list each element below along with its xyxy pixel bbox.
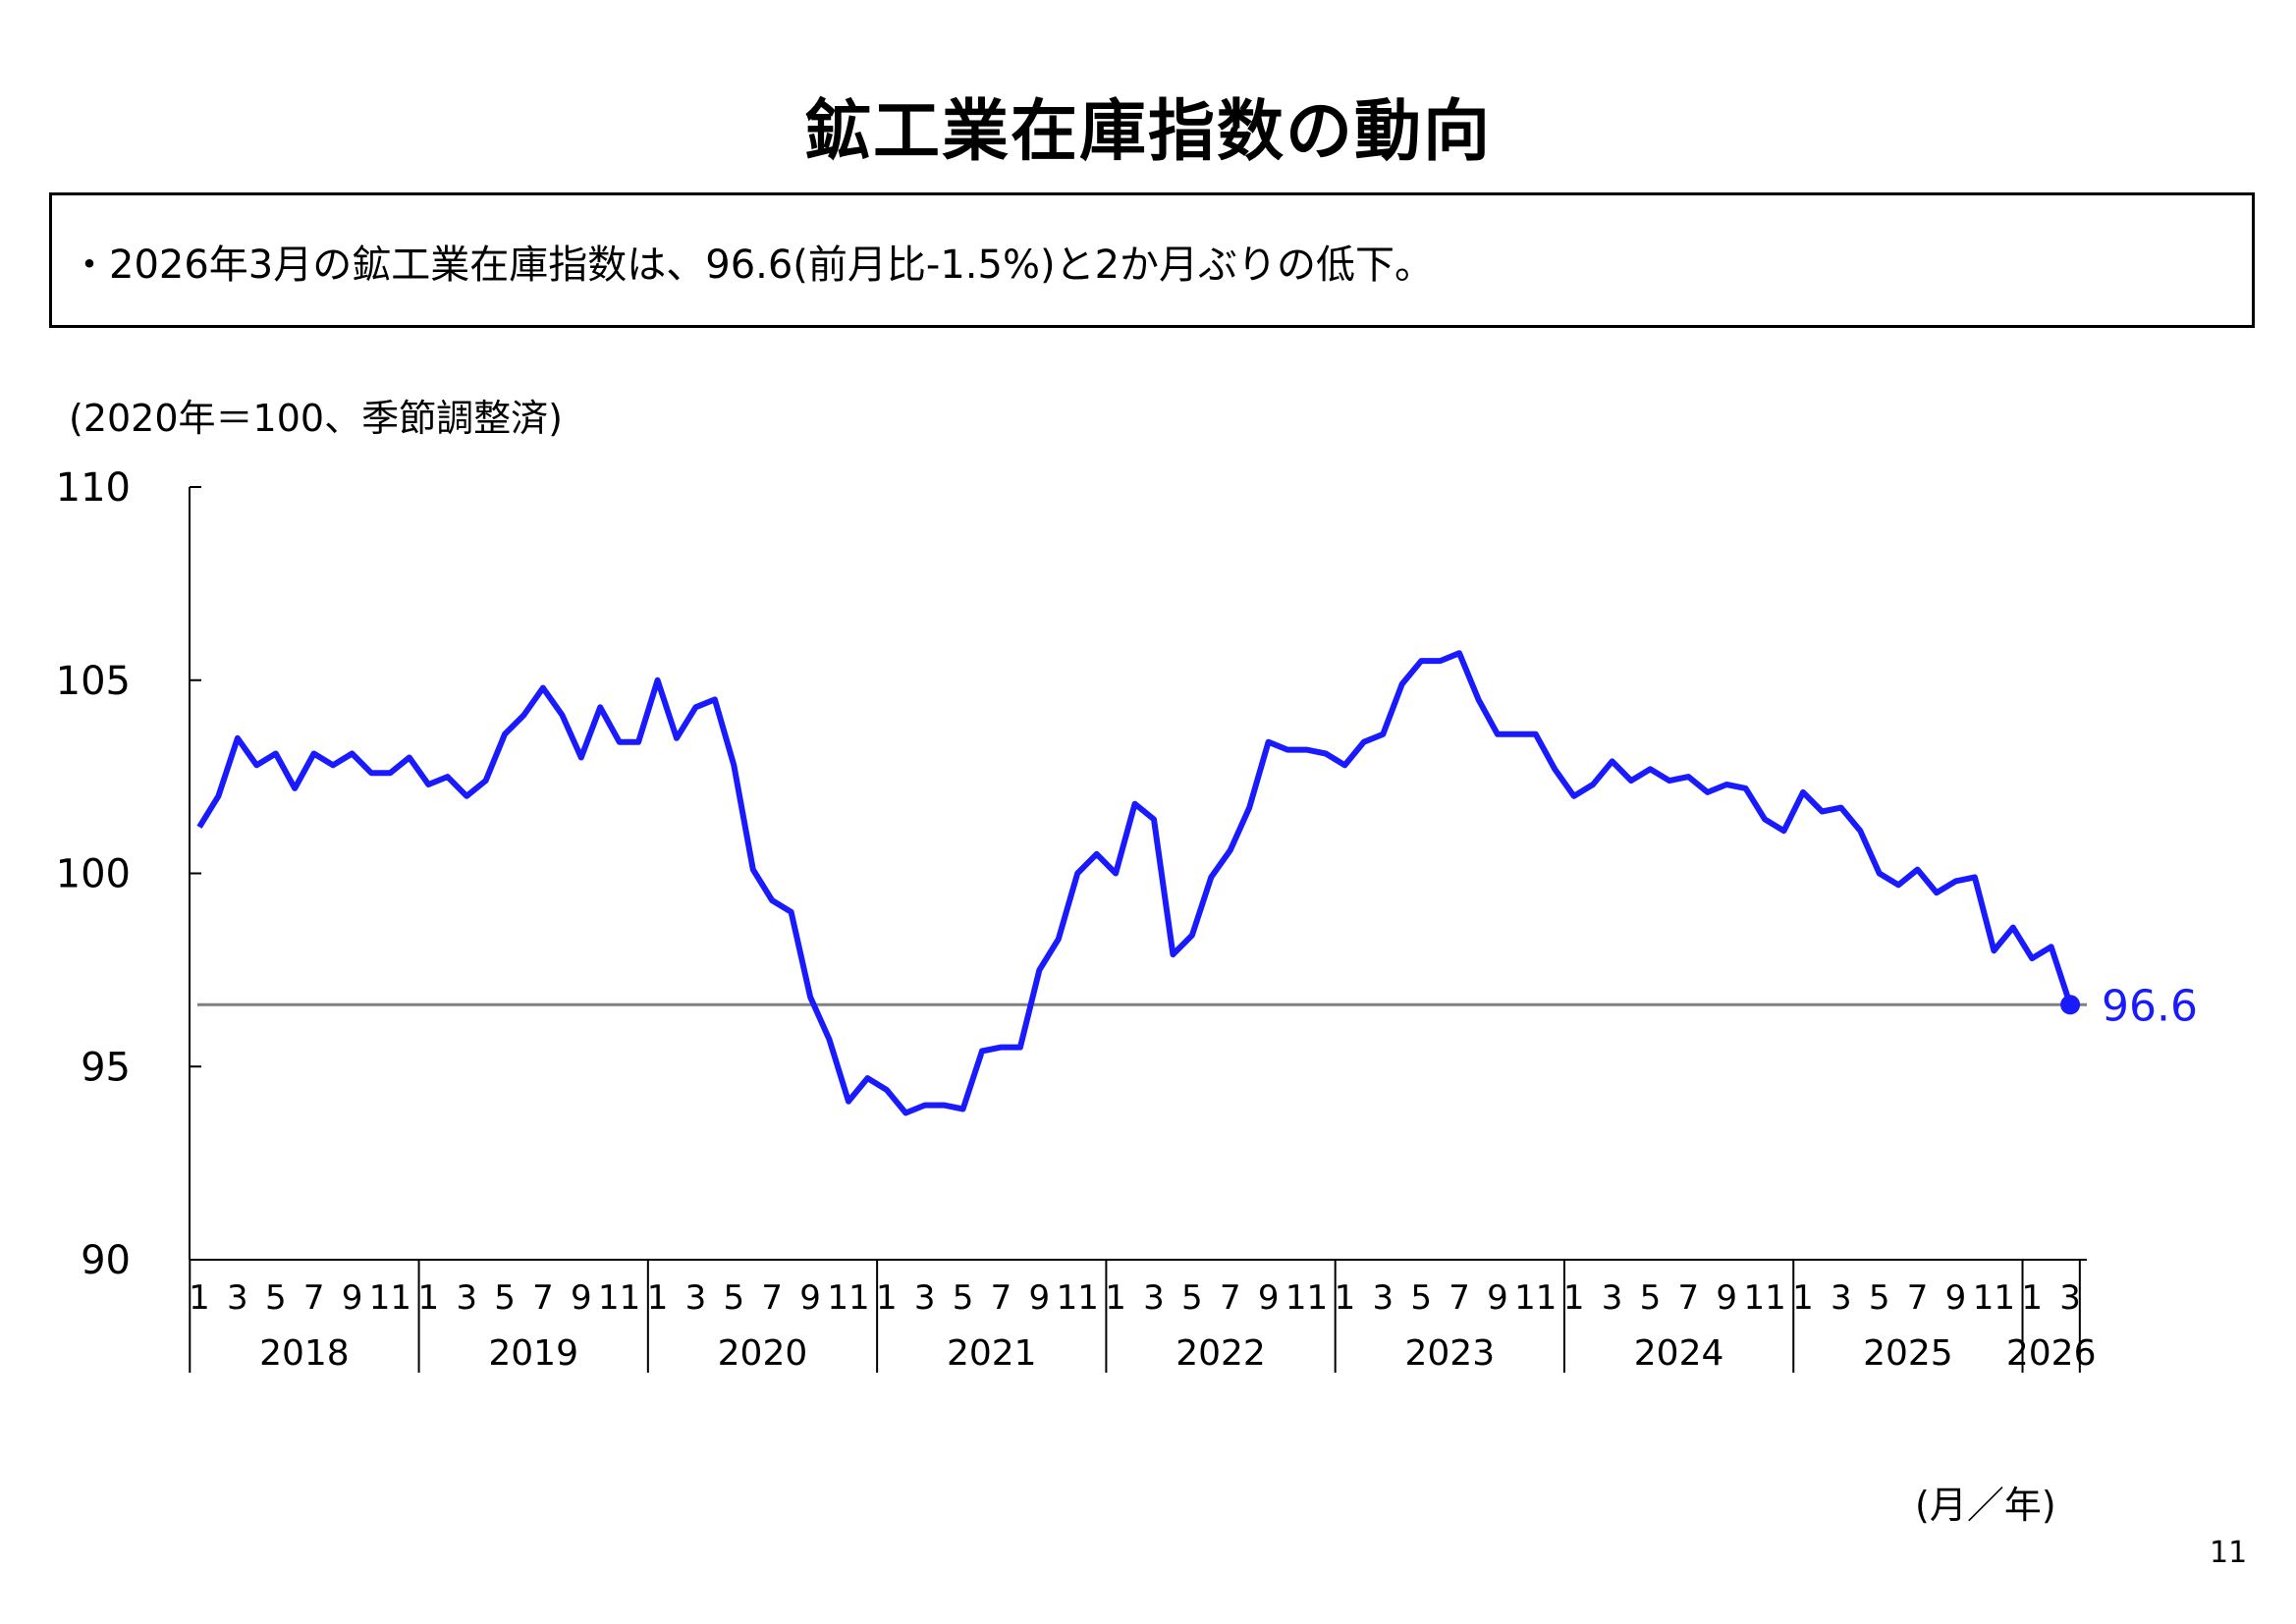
month-tick-label: 1 [1563, 1278, 1585, 1318]
year-label: 2026 [2006, 1333, 2097, 1374]
month-tick-label: 11 [369, 1278, 411, 1318]
month-tick-label: 7 [1677, 1278, 1699, 1318]
y-tick-label: 100 [56, 852, 131, 897]
month-tick-label: 1 [1792, 1278, 1814, 1318]
last-value-label: 96.6 [2102, 981, 2198, 1031]
month-tick-label: 11 [1973, 1278, 2015, 1318]
month-tick-label: 1 [189, 1278, 210, 1318]
month-tick-label: 3 [914, 1278, 936, 1318]
month-tick-label: 7 [761, 1278, 783, 1318]
month-tick-label: 1 [876, 1278, 898, 1318]
month-tick-label: 9 [1487, 1278, 1508, 1318]
y-tick-label: 90 [81, 1238, 131, 1283]
year-label: 2022 [1175, 1333, 1266, 1374]
summary-box: ・2026年3月の鉱工業在庫指数は、96.6(前月比-1.5%)と2か月ぶりの低… [49, 192, 2255, 328]
year-label: 2021 [947, 1333, 1037, 1374]
year-label: 2018 [259, 1333, 350, 1374]
month-tick-label: 7 [532, 1278, 554, 1318]
month-tick-label: 5 [1869, 1278, 1890, 1318]
year-label: 2019 [488, 1333, 578, 1374]
month-tick-label: 5 [494, 1278, 516, 1318]
month-tick-label: 9 [1029, 1278, 1051, 1318]
month-tick-label: 7 [1220, 1278, 1241, 1318]
month-tick-label: 11 [1057, 1278, 1099, 1318]
month-tick-label: 9 [799, 1278, 821, 1318]
month-tick-label: 9 [1716, 1278, 1737, 1318]
month-tick-label: 3 [685, 1278, 707, 1318]
y-tick-label: 95 [81, 1045, 131, 1090]
month-tick-label: 1 [1105, 1278, 1126, 1318]
last-point-marker [2060, 995, 2081, 1015]
month-tick-label: 5 [265, 1278, 287, 1318]
month-tick-label: 3 [1831, 1278, 1852, 1318]
x-axis-unit: (月／年) [1915, 1484, 2056, 1527]
month-tick-label: 5 [953, 1278, 974, 1318]
month-tick-label: 11 [1514, 1278, 1557, 1318]
series-line [196, 650, 2073, 1116]
month-tick-label: 5 [1640, 1278, 1662, 1318]
month-tick-label: 11 [1743, 1278, 1785, 1318]
month-tick-label: 1 [1335, 1278, 1356, 1318]
year-label: 2023 [1405, 1333, 1496, 1374]
month-tick-label: 7 [1907, 1278, 1929, 1318]
month-tick-label: 7 [1449, 1278, 1470, 1318]
year-label: 2025 [1863, 1333, 1953, 1374]
unit-note: (2020年＝100、季節調整済) [69, 397, 563, 440]
month-tick-label: 5 [1410, 1278, 1432, 1318]
month-tick-label: 9 [1258, 1278, 1280, 1318]
page-title: 鉱工業在庫指数の動向 [803, 93, 1492, 171]
month-tick-label: 3 [456, 1278, 477, 1318]
page-number: 11 [2210, 1536, 2248, 1570]
month-tick-label: 7 [991, 1278, 1012, 1318]
month-tick-label: 7 [303, 1278, 325, 1318]
month-tick-label: 5 [723, 1278, 744, 1318]
month-tick-label: 3 [1602, 1278, 1623, 1318]
year-label: 2024 [1634, 1333, 1724, 1374]
month-tick-label: 3 [227, 1278, 248, 1318]
month-tick-label: 11 [1285, 1278, 1328, 1318]
month-tick-label: 1 [647, 1278, 669, 1318]
month-tick-label: 9 [571, 1278, 592, 1318]
month-tick-label: 1 [417, 1278, 439, 1318]
month-tick-label: 1 [2021, 1278, 2043, 1318]
y-tick-label: 105 [56, 659, 131, 704]
month-tick-label: 5 [1181, 1278, 1203, 1318]
y-tick-label: 110 [56, 465, 131, 511]
summary-text: ・2026年3月の鉱工業在庫指数は、96.6(前月比-1.5%)と2か月ぶりの低… [70, 243, 1435, 288]
month-tick-label: 11 [598, 1278, 640, 1318]
year-label: 2020 [718, 1333, 808, 1374]
month-tick-label: 3 [2059, 1278, 2081, 1318]
month-tick-label: 3 [1143, 1278, 1165, 1318]
month-tick-label: 11 [827, 1278, 869, 1318]
month-tick-label: 9 [1945, 1278, 1967, 1318]
month-tick-label: 3 [1372, 1278, 1394, 1318]
month-tick-label: 9 [342, 1278, 363, 1318]
